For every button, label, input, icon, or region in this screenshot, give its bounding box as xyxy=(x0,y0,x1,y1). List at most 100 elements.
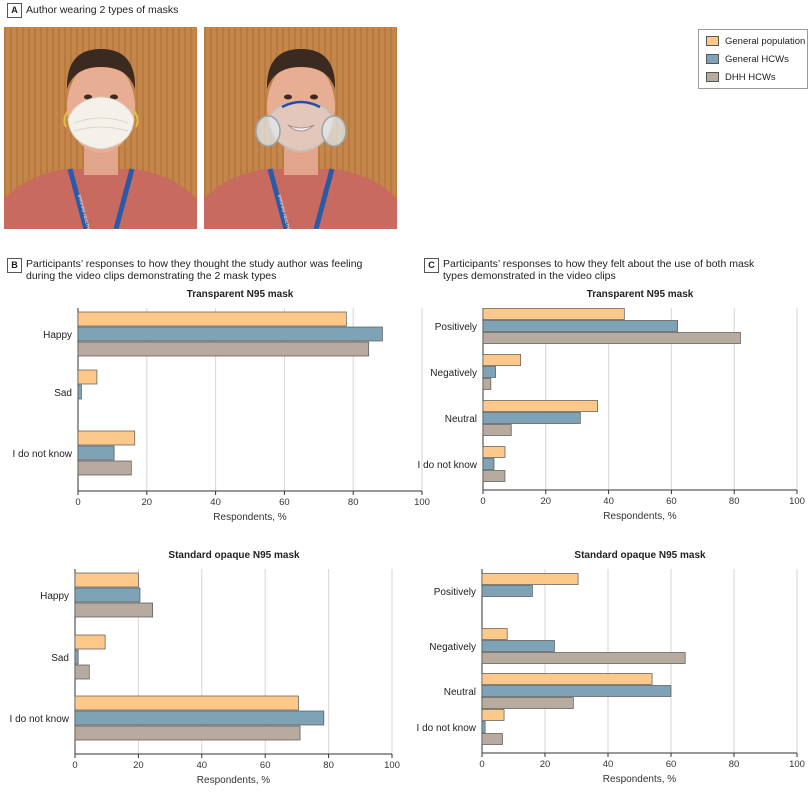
x-tick-label: 80 xyxy=(348,497,359,508)
bar xyxy=(481,573,579,585)
x-tick-label: 0 xyxy=(75,497,80,508)
category-label: Neutral xyxy=(445,414,477,425)
legend-item: General population xyxy=(706,34,805,48)
chart-b-opaque: Standard opaque N95 mask 0 20 40 60 80 100 Resp… xyxy=(10,550,400,786)
x-tick-label: 20 xyxy=(540,759,551,770)
bar xyxy=(74,649,79,665)
x-tick-label: 80 xyxy=(729,759,740,770)
bar xyxy=(482,470,506,482)
photo-author-transparent-mask: BRIGHAM HEALTH xyxy=(204,27,397,229)
x-axis-label: Respondents, % xyxy=(603,511,676,522)
chart-title: Transparent N95 mask xyxy=(187,289,294,300)
x-tick-label: 80 xyxy=(323,760,334,771)
bar xyxy=(77,326,383,342)
panel-c-title-line-2: types demonstrated in the video clips xyxy=(443,270,616,282)
bar xyxy=(481,709,505,721)
category-label: I do not know xyxy=(418,460,478,471)
category-label: Positively xyxy=(434,587,476,598)
bar xyxy=(481,628,508,640)
bar xyxy=(481,685,672,697)
chart-title: Standard opaque N95 mask xyxy=(574,550,706,561)
x-tick-label: 100 xyxy=(789,496,805,507)
bar xyxy=(481,697,574,709)
bar xyxy=(481,673,653,685)
bar xyxy=(77,369,98,385)
x-tick-label: 20 xyxy=(142,497,153,508)
bar xyxy=(482,366,496,378)
bar xyxy=(77,430,136,446)
x-tick-label: 60 xyxy=(666,759,677,770)
category-label: Negatively xyxy=(429,642,476,653)
bar xyxy=(482,458,495,470)
x-tick-label: 60 xyxy=(260,760,271,771)
legend-swatch xyxy=(706,36,719,46)
panel-a-letter: A xyxy=(7,3,22,18)
chart-c-opaque: Standard opaque N95 mask 0 20 40 60 80 100 Resp… xyxy=(417,550,805,785)
bar xyxy=(481,640,555,652)
bar xyxy=(482,400,598,412)
photo-transparent-svg: BRIGHAM HEALTH xyxy=(204,27,397,229)
chart-b-transparent: Transparent N95 mask 0 20 40 60 80 100 Responde… xyxy=(13,289,430,523)
x-tick-label: 60 xyxy=(279,497,290,508)
bar xyxy=(74,572,139,588)
chart-title: Transparent N95 mask xyxy=(587,289,694,300)
x-tick-label: 100 xyxy=(789,759,805,770)
bar xyxy=(77,384,82,400)
legend-item: DHH HCWs xyxy=(706,70,776,84)
category-label: Positively xyxy=(435,322,477,333)
bar xyxy=(481,652,686,664)
bar xyxy=(482,354,522,366)
x-tick-label: 40 xyxy=(603,496,614,507)
bar xyxy=(482,424,512,436)
bar xyxy=(481,733,503,745)
bar xyxy=(482,320,679,332)
x-axis-label: Respondents, % xyxy=(197,775,270,786)
category-label: Sad xyxy=(51,653,69,664)
category-label: Happy xyxy=(40,591,69,602)
bar xyxy=(77,460,132,476)
category-label: I do not know xyxy=(417,723,477,734)
x-tick-label: 20 xyxy=(541,496,552,507)
bar xyxy=(74,710,325,726)
legend-swatch xyxy=(706,54,719,64)
panel-c-letter: C xyxy=(424,258,439,273)
bar xyxy=(482,378,492,390)
x-axis-label: Respondents, % xyxy=(603,774,676,785)
x-tick-label: 20 xyxy=(133,760,144,771)
bar xyxy=(482,308,625,320)
x-tick-label: 100 xyxy=(414,497,430,508)
bar xyxy=(77,341,370,357)
category-label: I do not know xyxy=(13,449,73,460)
x-tick-label: 60 xyxy=(666,496,677,507)
panel-b-letter: B xyxy=(7,258,22,273)
bar xyxy=(74,664,90,680)
legend-item: General HCWs xyxy=(706,52,789,66)
panel-b-title-line-2: during the video clips demonstrating the… xyxy=(26,270,277,282)
legend: General population General HCWs DHH HCWs xyxy=(698,29,808,89)
x-tick-label: 0 xyxy=(72,760,77,771)
category-label: Happy xyxy=(43,330,72,341)
x-tick-label: 40 xyxy=(603,759,614,770)
category-label: Negatively xyxy=(430,368,477,379)
x-tick-label: 80 xyxy=(729,496,740,507)
legend-label: General population xyxy=(725,35,806,47)
chart-title: Standard opaque N95 mask xyxy=(168,550,300,561)
x-axis-label: Respondents, % xyxy=(213,512,286,523)
x-tick-label: 0 xyxy=(480,496,485,507)
bar xyxy=(482,332,741,344)
photo-opaque-svg: BRIGHAM HEALTH xyxy=(4,27,197,229)
legend-label: DHH HCWs xyxy=(725,71,776,83)
bar xyxy=(481,585,533,597)
bar xyxy=(77,311,347,327)
bar xyxy=(74,725,301,741)
bar xyxy=(482,412,581,424)
bar xyxy=(481,721,486,733)
bar xyxy=(74,695,299,711)
x-tick-label: 40 xyxy=(197,760,208,771)
photo-author-opaque-mask: BRIGHAM HEALTH xyxy=(4,27,197,229)
bar xyxy=(74,602,154,618)
panel-c-title-line-1: Participants’ responses to how they felt… xyxy=(443,258,755,270)
bar xyxy=(77,445,115,461)
panel-a-title: Author wearing 2 types of masks xyxy=(26,4,179,16)
bar xyxy=(482,446,506,458)
